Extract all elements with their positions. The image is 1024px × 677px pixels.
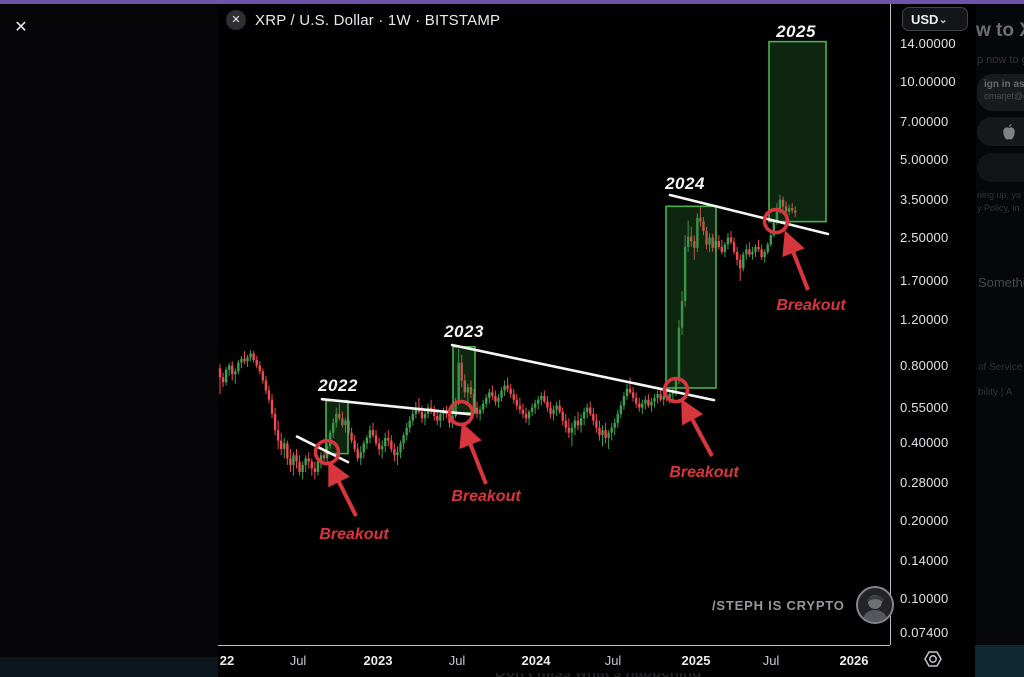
price-tick-label: 3.50000 [900,191,949,207]
price-tick-label: 14.00000 [900,36,956,51]
time-tick-label: 22 [219,653,235,668]
top-accent-bar [0,0,1024,4]
apple-icon [1003,124,1015,140]
background-signup-panel: w to X? p now to g ign in as J omarjet@g… [975,4,1024,645]
chart-pane[interactable] [218,4,890,645]
price-tick-label: 7.00000 [900,113,949,129]
price-tick-label: 10.00000 [900,73,956,89]
currency-value: USD [911,11,939,27]
time-axis[interactable]: 22 Jul 2023 Jul 2024 Jul 2025 Jul 2026 [218,645,975,673]
google-signin-chip: ign in as J omarjet@gr [977,74,1024,111]
background-heading: w to X? [976,20,1024,41]
time-tick-label: Jul [289,653,307,668]
chevron-down-icon: ⌄ [938,13,948,26]
price-tick-label: 5.00000 [900,151,949,167]
price-tick-label: 0.14000 [900,553,949,569]
settings-gear-icon[interactable] [890,645,975,672]
watermark-text: /STEPH IS CRYPTO [712,597,845,613]
background-footer-line2: bility | A [978,387,1013,398]
time-tick-label: 2026 [839,653,869,668]
avatar [855,586,894,624]
chart-header: ✕ XRP / U.S. Dollar · 1W · BITSTAMP [226,9,500,31]
close-icon[interactable]: ✕ [14,19,28,36]
price-tick-label: 0.07400 [900,624,949,640]
background-subtext: p now to g [977,54,1024,66]
price-tick-label: 1.70000 [900,272,949,288]
signin-line2: omarjet@gr [984,91,1024,101]
price-tick-label: 0.10000 [900,591,949,607]
price-tick-label: 0.28000 [900,475,949,491]
price-tick-label: 1.20000 [900,311,949,327]
legal-text-line2: y Policy, in [977,203,1020,213]
time-tick-label: 2024 [521,653,551,668]
chart-title[interactable]: XRP / U.S. Dollar · 1W · BITSTAMP [255,11,501,29]
price-tick-label: 0.80000 [900,357,949,373]
price-tick-label: 0.20000 [900,513,949,529]
price-tick-label: 0.40000 [900,435,949,451]
price-tick-label: 0.55000 [900,399,949,415]
chart-close-icon[interactable]: ✕ [226,10,246,30]
background-mid-text: Somethin [978,275,1024,290]
left-bottom-strip [0,657,218,677]
time-tick-label: 2025 [681,653,711,668]
time-tick-label: Jul [448,653,466,668]
left-panel: ✕ [0,4,218,677]
time-tick-label: 2023 [363,653,393,668]
currency-dropdown[interactable]: USD ⌄ [902,7,968,31]
create-account-button [977,153,1024,182]
bottom-right-strip [975,645,1024,677]
time-tick-label: Jul [604,653,622,668]
price-tick-label: 2.50000 [900,229,949,245]
background-footer-line1: of Service | [978,362,1024,373]
legal-text-line1: ning up, yo [977,190,1022,200]
watermark: /STEPH IS CRYPTO [712,585,894,625]
apple-signin-button [977,117,1024,146]
price-axis[interactable]: 14.00000 10.00000 7.00000 5.00000 3.50000 2.5… [890,4,976,645]
time-tick-label: Jul [762,653,780,668]
signin-line1: ign in as J [984,79,1024,90]
